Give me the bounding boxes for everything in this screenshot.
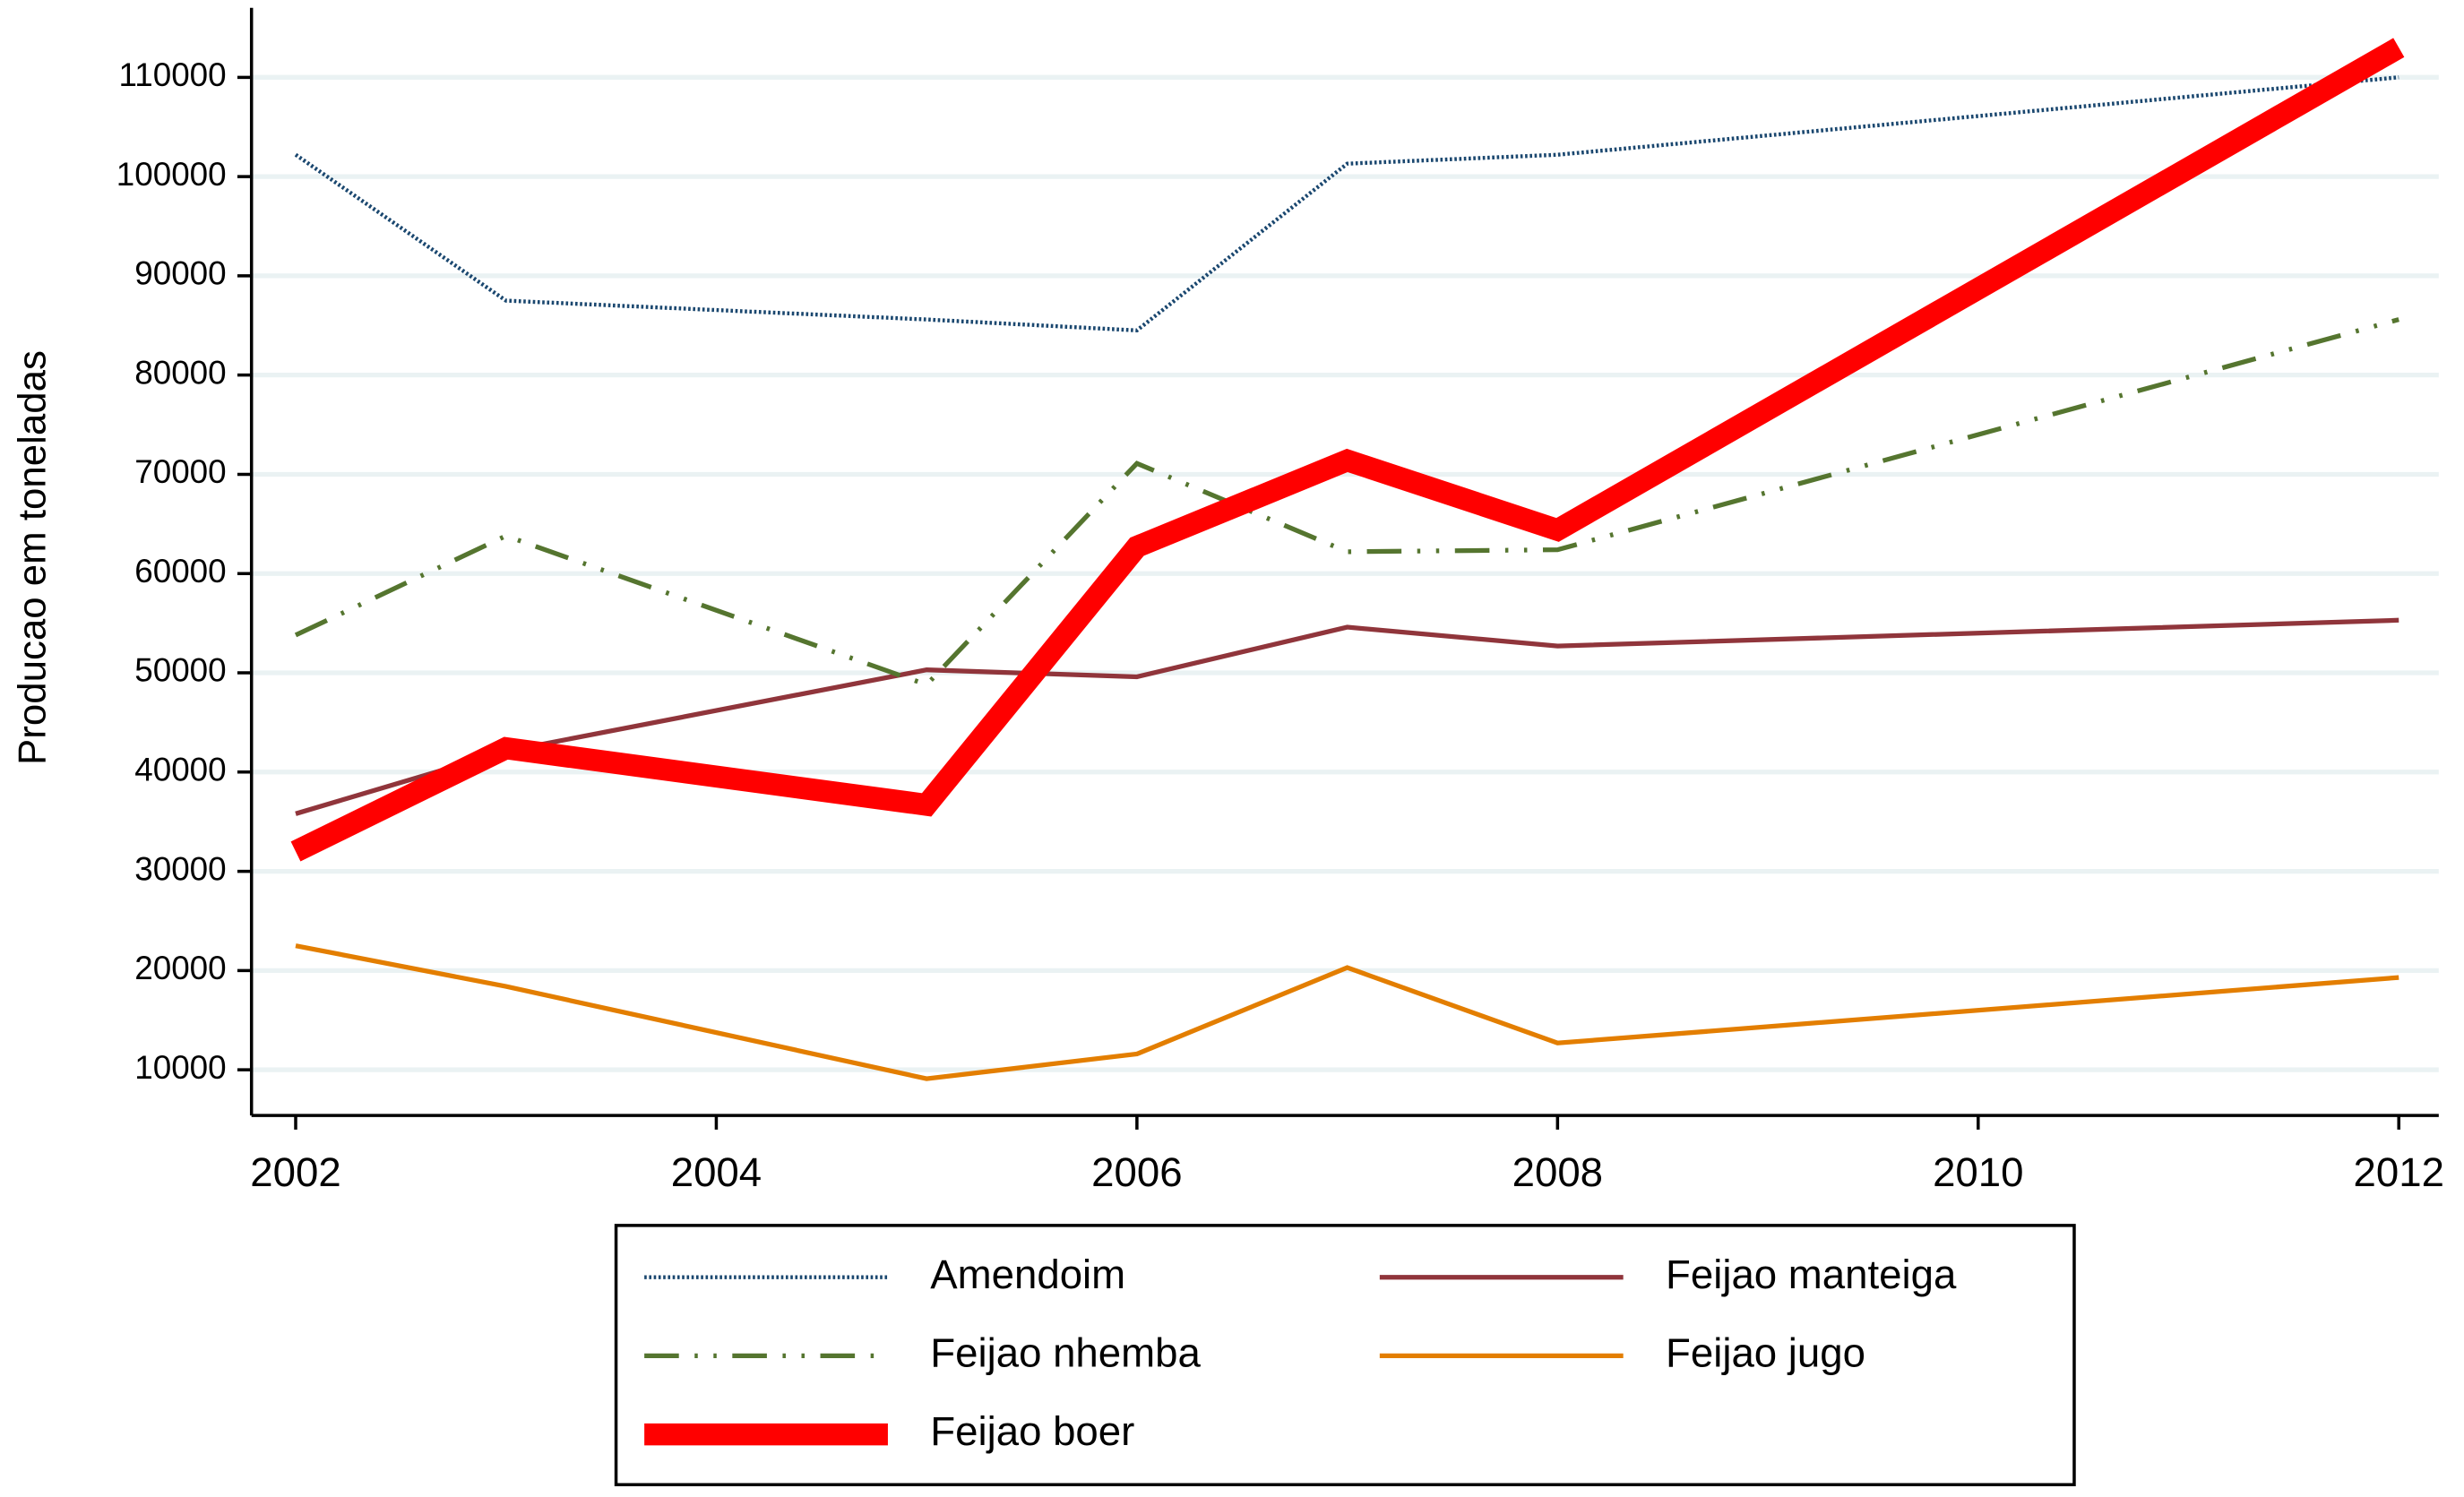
x-tick-label: 2008 bbox=[1512, 1149, 1603, 1195]
y-tick-label: 110000 bbox=[119, 56, 227, 93]
legend-label: Feijao jugo bbox=[1666, 1329, 1865, 1375]
y-tick-label: 30000 bbox=[134, 850, 226, 887]
series-line bbox=[294, 317, 2399, 688]
y-tick-label: 40000 bbox=[134, 752, 226, 788]
y-tick-label: 20000 bbox=[134, 950, 226, 986]
legend-label: Feijao nhemba bbox=[930, 1329, 1201, 1375]
y-tick-label: 100000 bbox=[116, 156, 227, 193]
y-axis-label: Producao em toneladas bbox=[10, 350, 54, 765]
x-tick-label: 2004 bbox=[671, 1149, 762, 1195]
x-tick-label: 2006 bbox=[1091, 1149, 1182, 1195]
x-tick-label: 2012 bbox=[2354, 1149, 2444, 1195]
x-tick-label: 2010 bbox=[1933, 1149, 2023, 1195]
legend-label: Amendoim bbox=[930, 1252, 1125, 1297]
series-line bbox=[290, 38, 2405, 862]
series-line bbox=[294, 75, 2399, 333]
y-tick-label: 80000 bbox=[134, 354, 226, 391]
legend-label: Feijao boer bbox=[930, 1408, 1134, 1454]
y-tick-label: 90000 bbox=[134, 255, 226, 292]
x-tick-label: 2002 bbox=[250, 1149, 340, 1195]
y-tick-label: 70000 bbox=[134, 453, 226, 490]
y-tick-label: 10000 bbox=[134, 1049, 226, 1086]
y-tick-label: 50000 bbox=[134, 652, 226, 689]
y-tick-label: 60000 bbox=[134, 553, 226, 589]
series-line bbox=[295, 943, 2399, 1081]
legend-label: Feijao manteiga bbox=[1666, 1252, 1957, 1297]
